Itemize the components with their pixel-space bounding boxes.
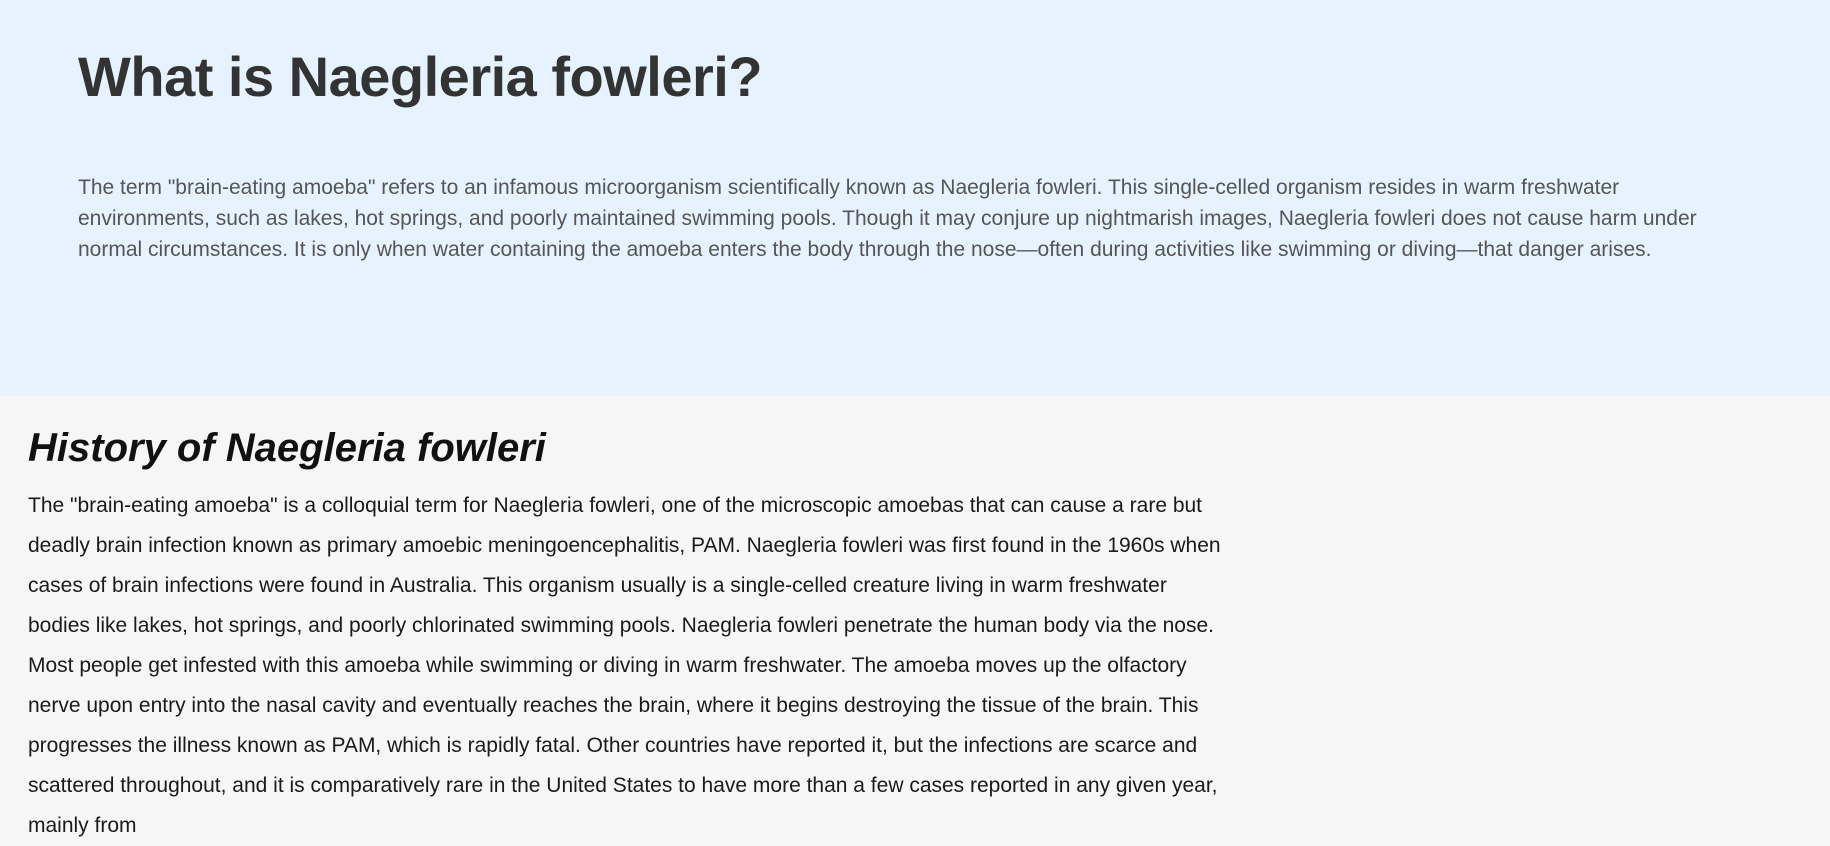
history-paragraph: The "brain-eating amoeba" is a colloquia… — [28, 494, 1221, 837]
history-section: History of Naegleria fowleri The "brain-… — [28, 396, 1228, 846]
intro-paragraph: The term "brain-eating amoeba" refers to… — [78, 176, 1697, 261]
history-heading: History of Naegleria fowleri — [28, 426, 546, 470]
page-title: What is Naegleria fowleri? — [78, 45, 763, 108]
hero-section: What is Naegleria fowleri? The term "bra… — [0, 0, 1830, 396]
